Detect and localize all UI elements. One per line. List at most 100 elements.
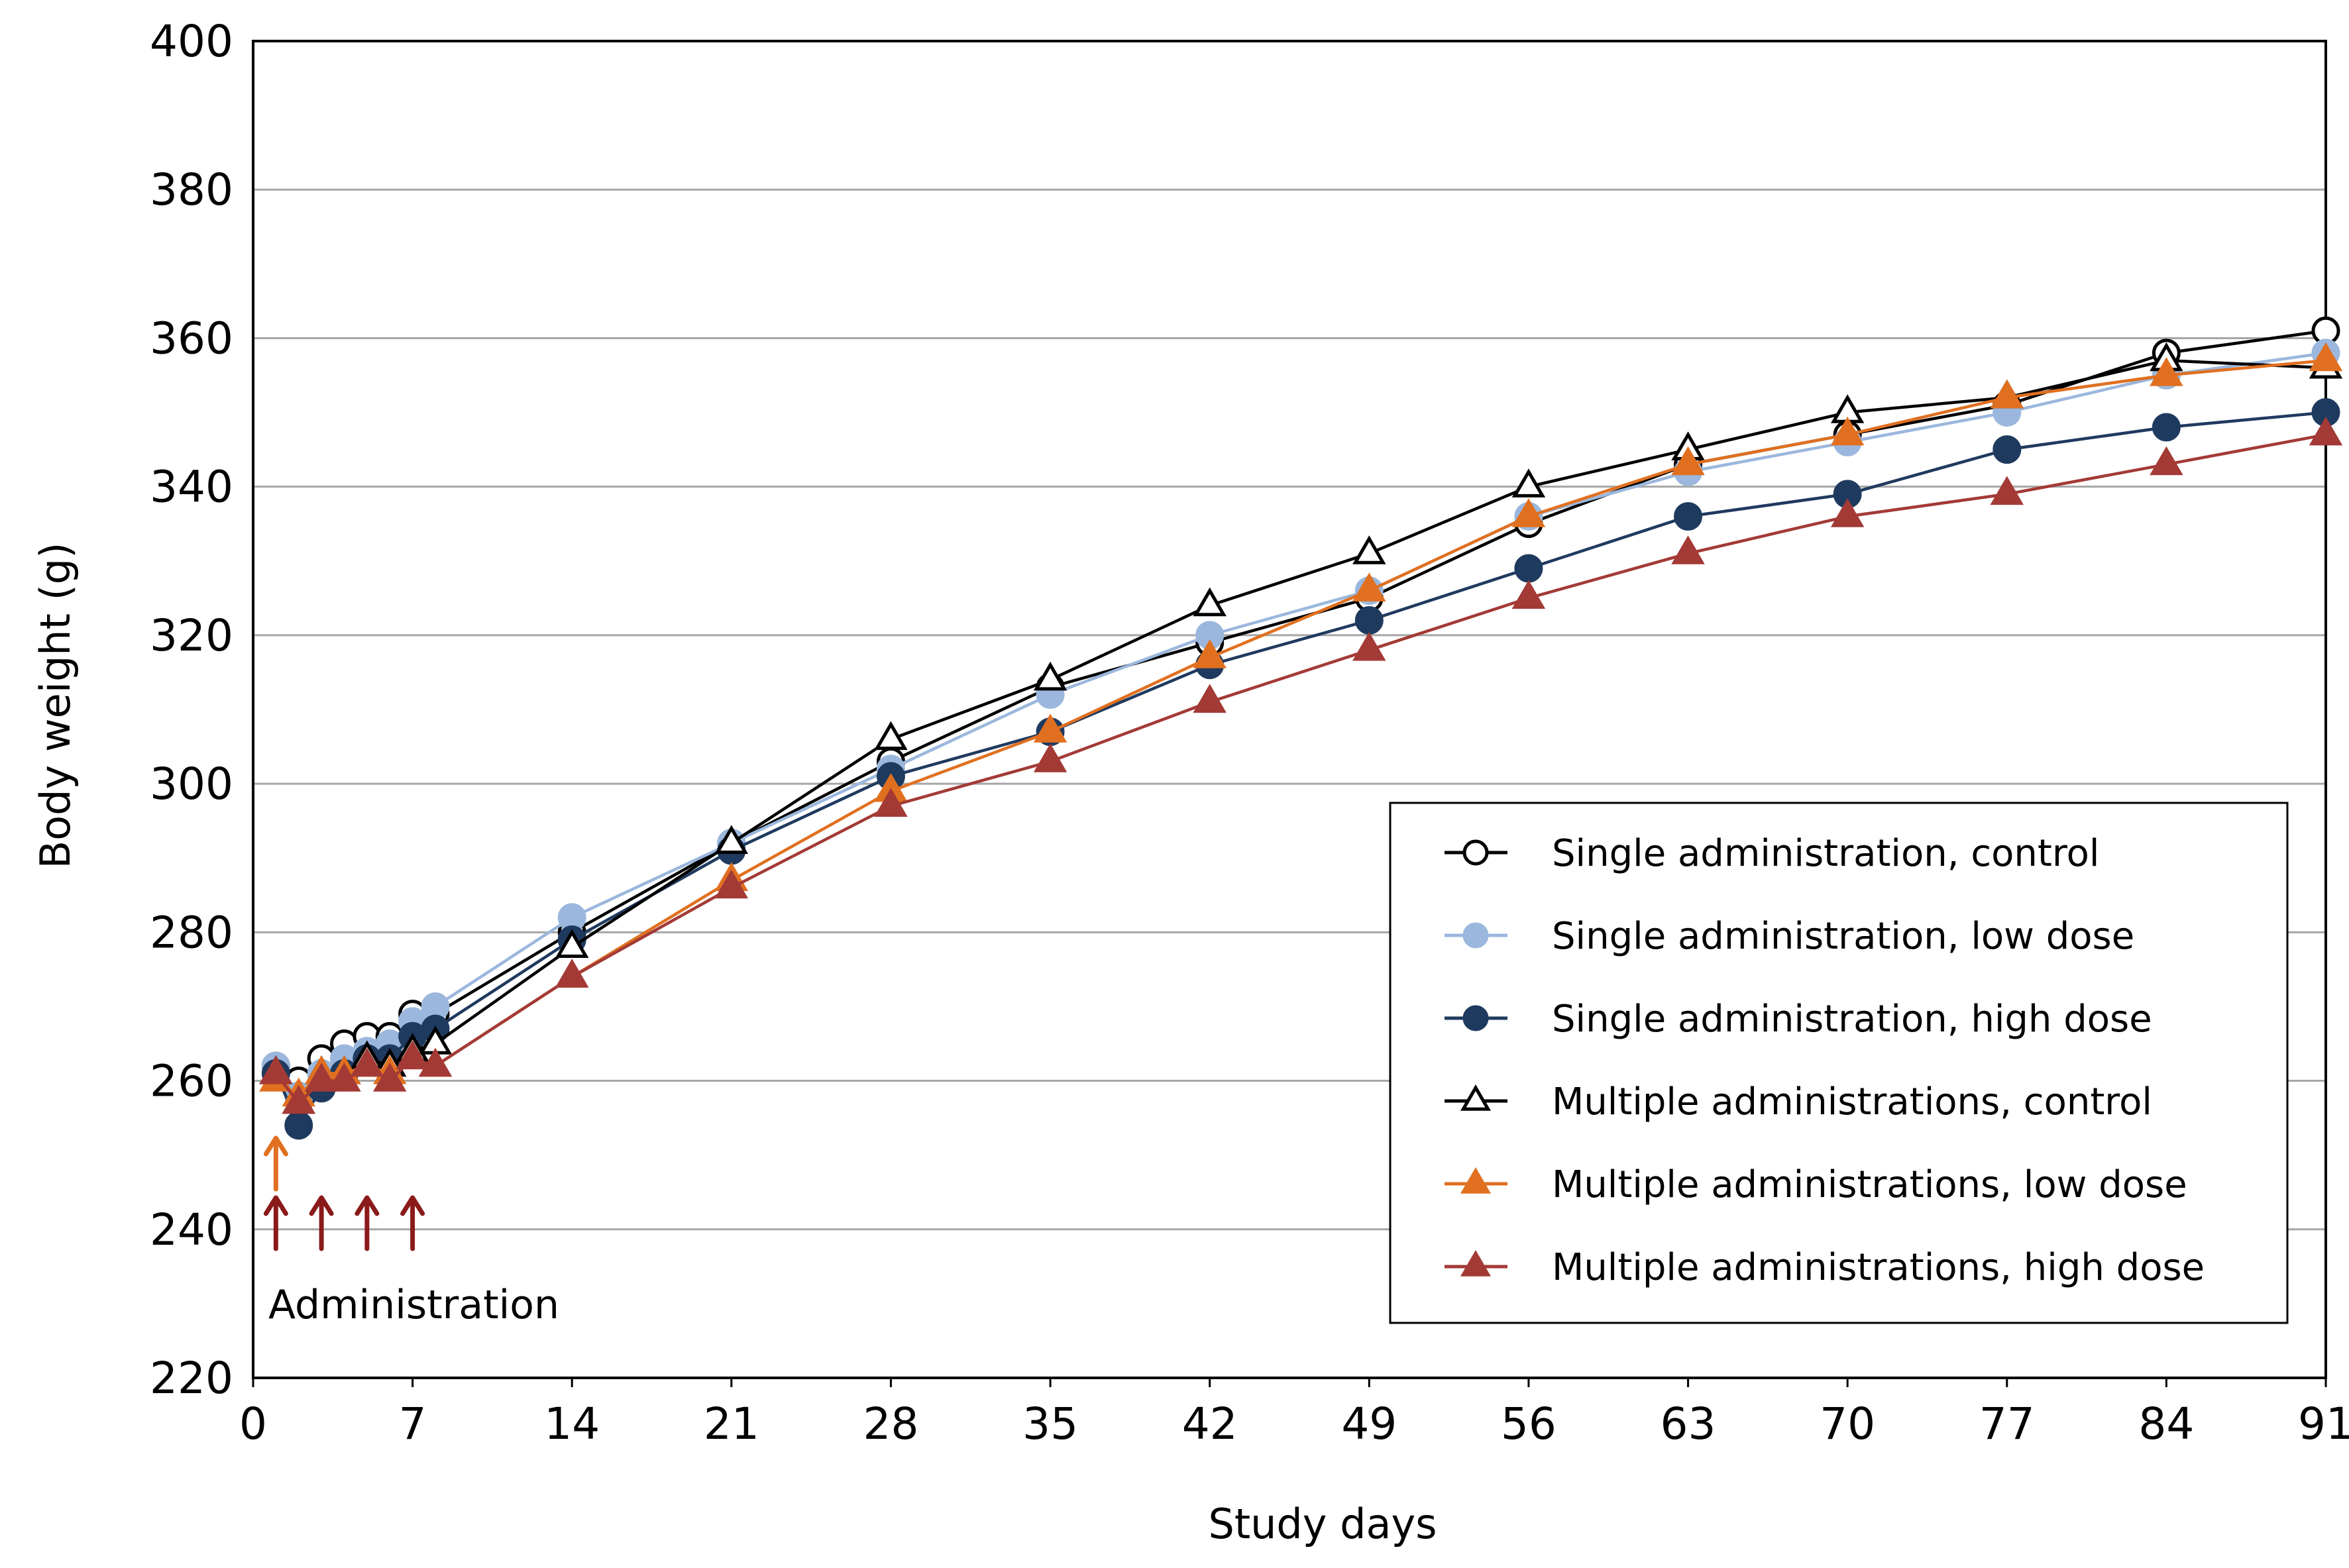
plot-area-frame (252, 40, 2327, 1379)
y-tick-label: 260 (150, 1056, 233, 1107)
y-axis-title: Body weight (g) (31, 543, 80, 869)
x-tick-label: 0 (239, 1398, 267, 1449)
data-point (1674, 502, 1703, 531)
legend-label: Multiple administrations, control (1552, 1080, 2152, 1124)
data-point (1511, 498, 1546, 527)
data-point (1352, 572, 1386, 601)
legend-item: Multiple administrations, control (1445, 1080, 2152, 1124)
data-point (1193, 684, 1227, 713)
data-point (2150, 357, 2183, 386)
data-point (1511, 468, 1546, 497)
administration-label: Administration (268, 1282, 559, 1328)
x-tick-label: 70 (1820, 1398, 1875, 1449)
legend-label: Single administration, high dose (1552, 998, 2152, 1041)
data-point (1462, 839, 1489, 866)
series-layer (259, 316, 2343, 1140)
data-point (1514, 554, 1543, 583)
data-point (555, 959, 589, 988)
x-tick-label: 77 (1979, 1398, 2035, 1449)
data-point (1830, 416, 1865, 446)
data-point (282, 1084, 315, 1114)
data-point (714, 869, 749, 899)
y-axis: 220 240 260 280 300 320 340 360 380 400 (150, 16, 233, 1404)
y-tick-label: 400 (150, 16, 233, 67)
data-point (418, 1047, 453, 1077)
data-point (1830, 498, 1865, 527)
x-tick-label: 49 (1341, 1398, 1397, 1449)
data-point (327, 1063, 361, 1092)
administration-arrow (263, 1195, 288, 1251)
administration-annotation: Administration (263, 1135, 559, 1328)
data-point (874, 788, 908, 817)
administration-arrow (400, 1195, 425, 1251)
data-point (284, 1111, 313, 1140)
data-point (1354, 605, 1384, 635)
data-point (1352, 535, 1386, 564)
data-point (304, 1063, 339, 1092)
legend-label: Single administration, control (1552, 832, 2099, 875)
legend: Single administration, control Single adm… (1389, 802, 2289, 1324)
legend-box (1389, 802, 2289, 1324)
x-tick-label: 35 (1022, 1398, 1078, 1449)
data-point (373, 1063, 407, 1092)
data-point (1671, 535, 1705, 564)
data-point (874, 721, 908, 751)
y-tick-label: 320 (150, 610, 233, 661)
administration-arrow (263, 1135, 288, 1192)
legend-item: Single administration, high dose (1445, 998, 2152, 1041)
data-point (1993, 435, 2022, 464)
data-point (1671, 446, 1705, 476)
y-tick-label: 220 (150, 1353, 233, 1404)
data-point (555, 929, 589, 958)
data-point (350, 1047, 384, 1077)
legend-item: Single administration, low dose (1445, 915, 2134, 958)
data-point (2150, 446, 2183, 476)
y-tick-label: 300 (150, 758, 233, 810)
x-tick-label: 21 (704, 1398, 759, 1449)
legend-label: Multiple administrations, low dose (1552, 1163, 2187, 1206)
data-point (2152, 413, 2181, 442)
administration-arrow (355, 1195, 380, 1251)
data-point (1352, 631, 1386, 661)
y-tick-label: 360 (150, 313, 233, 364)
x-axis-title: Study days (1208, 1500, 1437, 1548)
data-point (1462, 922, 1489, 949)
data-point (1193, 587, 1227, 617)
x-tick-label: 56 (1501, 1398, 1557, 1449)
data-point (714, 825, 749, 855)
y-tick-label: 240 (150, 1204, 233, 1255)
arrow-head (309, 1195, 334, 1216)
data-point (1033, 661, 1067, 691)
data-point (1511, 580, 1546, 609)
data-point (259, 1055, 293, 1084)
legend-label: Single administration, low dose (1552, 915, 2134, 958)
data-point (396, 1040, 429, 1070)
legend-item: Multiple administrations, low dose (1445, 1163, 2187, 1206)
data-point (1990, 379, 2024, 409)
data-point (1193, 639, 1227, 668)
x-tick-label: 42 (1182, 1398, 1238, 1449)
x-tick-label: 14 (544, 1398, 600, 1449)
data-point (1033, 713, 1067, 743)
data-point (2309, 416, 2343, 446)
data-point (2309, 342, 2343, 372)
data-point (1460, 1167, 1492, 1194)
arrow-head (263, 1195, 288, 1216)
x-tick-label: 91 (2298, 1398, 2349, 1449)
data-point (1033, 743, 1067, 772)
arrow-head (400, 1195, 425, 1216)
y-tick-label: 380 (150, 164, 233, 215)
data-point (1990, 476, 2024, 505)
administration-arrow (309, 1195, 334, 1251)
data-point (1462, 1005, 1489, 1031)
series (259, 416, 2343, 1114)
y-tick-label: 280 (150, 907, 233, 958)
gridlines (253, 188, 2326, 1231)
legend-label: Multiple administrations, high dose (1552, 1246, 2205, 1289)
x-axis: 0 7 14 21 28 35 42 49 56 63 70 77 84 91 (239, 1378, 2349, 1449)
x-tick-label: 63 (1661, 1398, 1716, 1449)
data-point (1460, 1084, 1492, 1111)
data-point (1460, 1249, 1492, 1277)
x-tick-label: 7 (399, 1398, 427, 1449)
